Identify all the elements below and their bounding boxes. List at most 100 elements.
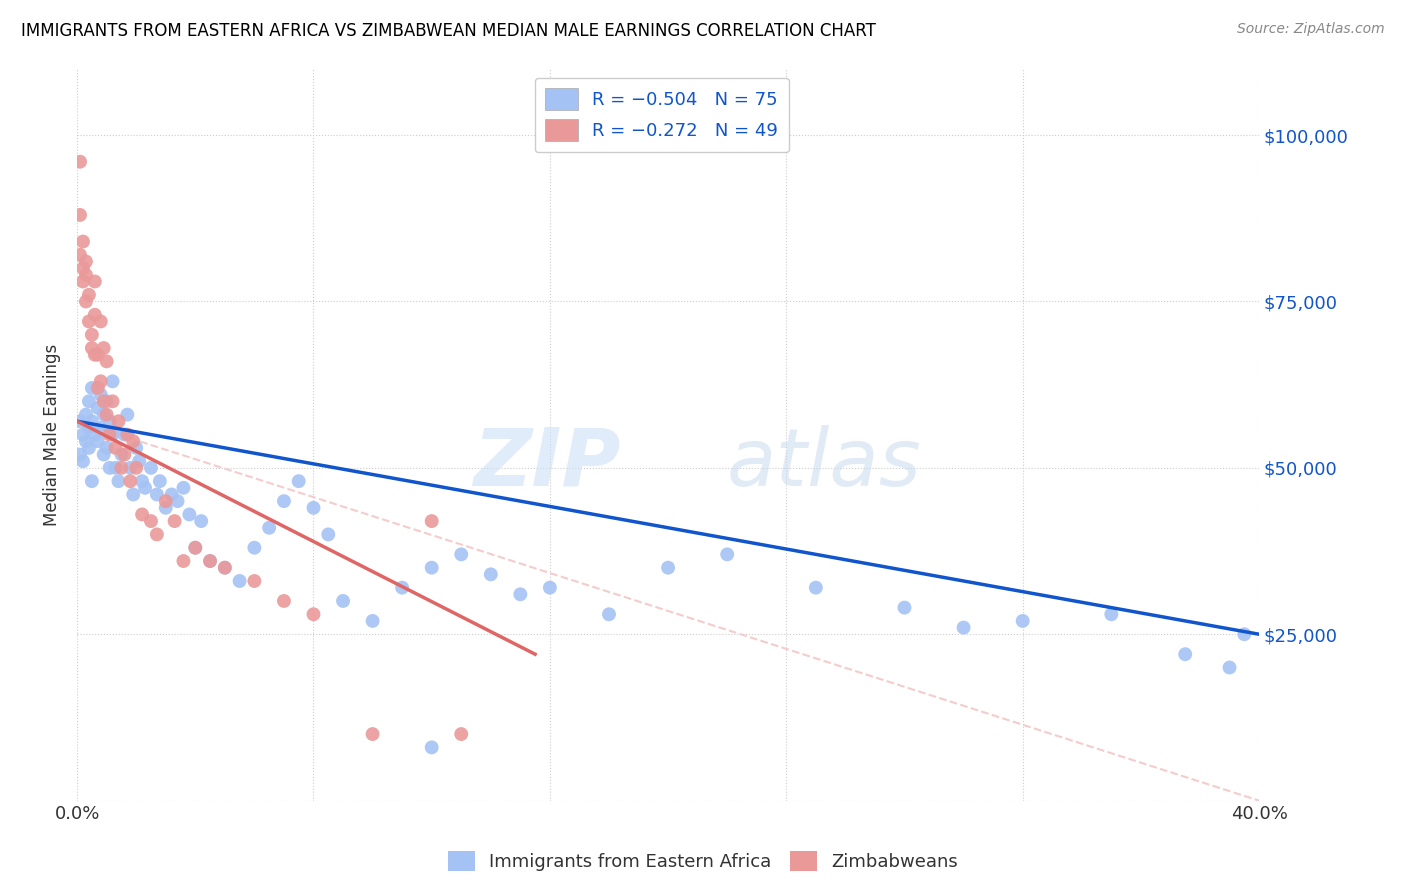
Point — [107, 414, 129, 428]
Point — [83, 348, 105, 362]
Point — [657, 560, 679, 574]
Point — [184, 541, 207, 555]
Point — [172, 481, 194, 495]
Point — [90, 387, 112, 401]
Point — [104, 441, 127, 455]
Point — [184, 541, 207, 555]
Point — [243, 574, 266, 588]
Point — [302, 607, 325, 622]
Point — [101, 427, 124, 442]
Point — [139, 460, 162, 475]
Point — [77, 394, 100, 409]
Point — [149, 474, 172, 488]
Point — [120, 474, 142, 488]
Point — [77, 314, 100, 328]
Point — [69, 208, 91, 222]
Point — [122, 434, 145, 449]
Point — [146, 487, 169, 501]
Point — [80, 341, 103, 355]
Point — [198, 554, 221, 568]
Point — [75, 254, 97, 268]
Point — [75, 268, 97, 282]
Point — [420, 740, 443, 755]
Point — [131, 474, 153, 488]
Point — [538, 581, 561, 595]
Point — [190, 514, 212, 528]
Point — [90, 374, 112, 388]
Point — [77, 287, 100, 301]
Text: Source: ZipAtlas.com: Source: ZipAtlas.com — [1237, 22, 1385, 37]
Point — [72, 261, 94, 276]
Point — [80, 474, 103, 488]
Point — [87, 401, 110, 415]
Point — [361, 727, 384, 741]
Point — [72, 275, 94, 289]
Point — [98, 460, 121, 475]
Point — [93, 408, 115, 422]
Point — [198, 554, 221, 568]
Point — [87, 348, 110, 362]
Point — [112, 427, 135, 442]
Point — [72, 427, 94, 442]
Point — [214, 560, 236, 574]
Point — [172, 554, 194, 568]
Point — [287, 474, 309, 488]
Point — [120, 460, 142, 475]
Point — [273, 494, 295, 508]
Point — [361, 614, 384, 628]
Point — [316, 527, 339, 541]
Point — [72, 235, 94, 249]
Point — [80, 327, 103, 342]
Text: ZIP: ZIP — [474, 425, 621, 503]
Point — [952, 621, 974, 635]
Point — [479, 567, 502, 582]
Point — [80, 381, 103, 395]
Point — [117, 427, 139, 442]
Point — [93, 394, 115, 409]
Point — [96, 408, 118, 422]
Text: IMMIGRANTS FROM EASTERN AFRICA VS ZIMBABWEAN MEDIAN MALE EARNINGS CORRELATION CH: IMMIGRANTS FROM EASTERN AFRICA VS ZIMBAB… — [21, 22, 876, 40]
Point — [77, 421, 100, 435]
Point — [80, 414, 103, 428]
Point — [302, 500, 325, 515]
Point — [125, 460, 148, 475]
Point — [98, 427, 121, 442]
Point — [450, 547, 472, 561]
Point — [69, 154, 91, 169]
Point — [96, 354, 118, 368]
Point — [69, 248, 91, 262]
Point — [77, 441, 100, 455]
Point — [75, 408, 97, 422]
Point — [893, 600, 915, 615]
Point — [122, 487, 145, 501]
Point — [104, 460, 127, 475]
Point — [155, 500, 177, 515]
Point — [1011, 614, 1033, 628]
Point — [96, 441, 118, 455]
Point — [101, 374, 124, 388]
Point — [155, 494, 177, 508]
Point — [804, 581, 827, 595]
Point — [110, 448, 132, 462]
Point — [420, 514, 443, 528]
Point — [134, 481, 156, 495]
Point — [93, 341, 115, 355]
Point — [1233, 627, 1256, 641]
Point — [163, 514, 186, 528]
Point — [69, 448, 91, 462]
Point — [69, 414, 91, 428]
Point — [93, 448, 115, 462]
Text: atlas: atlas — [727, 425, 922, 503]
Point — [391, 581, 413, 595]
Point — [214, 560, 236, 574]
Point — [98, 414, 121, 428]
Point — [1174, 647, 1197, 661]
Point — [166, 494, 188, 508]
Point — [128, 454, 150, 468]
Point — [87, 434, 110, 449]
Point — [420, 560, 443, 574]
Point — [598, 607, 620, 622]
Point — [75, 434, 97, 449]
Point — [243, 541, 266, 555]
Point — [117, 408, 139, 422]
